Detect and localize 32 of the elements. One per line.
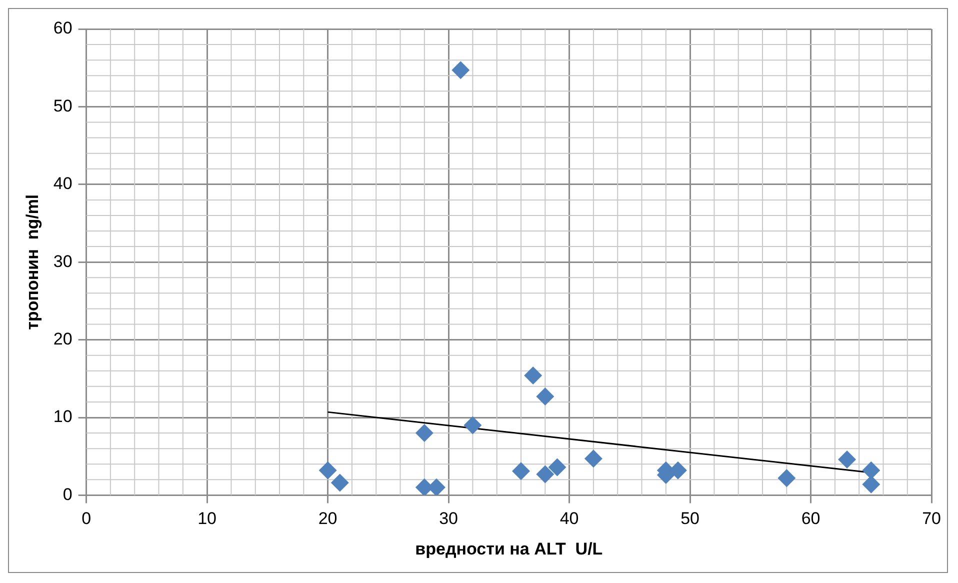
y-tick-label: 50: [53, 96, 72, 116]
y-tick-label: 20: [53, 329, 72, 348]
x-tick-label: 60: [801, 509, 820, 528]
x-tick-label: 40: [560, 509, 579, 528]
point: [862, 461, 880, 480]
point: [862, 475, 880, 494]
point: [464, 416, 482, 434]
point: [452, 61, 470, 80]
y-tick-label: 40: [53, 174, 72, 194]
x-tick-label: 70: [922, 509, 942, 528]
x-tick-label: 30: [439, 509, 458, 528]
y-tick-label: 60: [53, 18, 72, 38]
x-tick-label: 0: [82, 509, 92, 528]
x-tick-label: 20: [318, 509, 338, 528]
point: [536, 388, 554, 406]
point: [512, 462, 530, 480]
point: [838, 450, 856, 468]
y-tick-label: 30: [53, 252, 72, 271]
point: [330, 474, 349, 492]
x-axis-title: вредности на ALT U/L: [415, 539, 603, 558]
x-tick-label: 10: [198, 509, 217, 528]
y-tick-label: 0: [62, 484, 72, 504]
point: [548, 458, 566, 476]
point: [778, 469, 796, 488]
point: [584, 450, 602, 468]
point: [415, 424, 434, 442]
x-tick-label: 50: [680, 509, 700, 528]
point: [524, 366, 542, 385]
point: [536, 465, 554, 484]
point: [318, 461, 337, 480]
y-tick-label: 10: [53, 407, 72, 426]
y-axis-title: тропонин ng/ml: [22, 194, 42, 330]
